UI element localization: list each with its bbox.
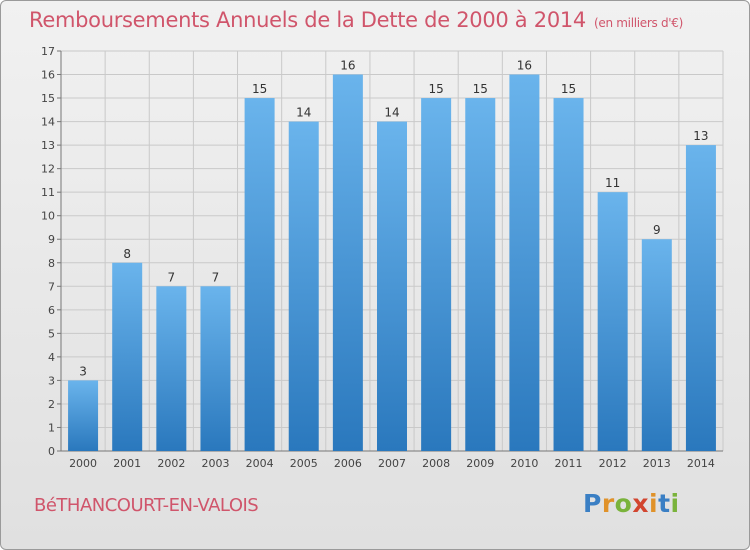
data-label: 15 [561, 82, 576, 96]
y-tick-label: 15 [41, 92, 55, 105]
x-tick-label: 2002 [157, 457, 185, 470]
data-label: 7 [168, 270, 176, 284]
x-tick-label: 2014 [687, 457, 715, 470]
data-label: 8 [123, 247, 131, 261]
x-tick-label: 2000 [69, 457, 97, 470]
logo-letter: t [658, 489, 671, 518]
data-labels: 3 8 7 7 15 14 16 14 15 15 16 15 11 9 13 [79, 59, 708, 379]
bar-2003 [200, 286, 231, 451]
y-tick-label: 0 [48, 445, 55, 458]
logo-letter: x [632, 489, 649, 518]
data-label: 16 [517, 59, 532, 73]
x-tick-label: 2013 [643, 457, 671, 470]
bar-2008 [421, 98, 452, 451]
bar-2000 [68, 380, 99, 451]
x-tick-label: 2001 [113, 457, 141, 470]
y-tick-label: 11 [41, 186, 55, 199]
data-label: 3 [79, 364, 87, 378]
chart-title-unit: (en milliers d'€) [594, 16, 684, 30]
bar-2002 [156, 286, 187, 451]
y-tick-label: 17 [41, 45, 55, 58]
x-tick-label: 2006 [334, 457, 362, 470]
data-label: 16 [340, 59, 355, 73]
y-tick-label: 8 [48, 257, 55, 270]
proxiti-logo: Proxiti [583, 489, 680, 518]
bar-2007 [377, 121, 407, 452]
data-label: 14 [296, 106, 311, 120]
bar-2013 [641, 239, 672, 451]
y-tick-label: 2 [48, 398, 55, 411]
bar-2014 [685, 145, 716, 451]
x-tick-label: 2004 [246, 457, 274, 470]
y-tick-label: 12 [41, 163, 55, 176]
data-label: 14 [384, 106, 399, 120]
y-tick-label: 14 [41, 116, 55, 129]
bar-2012 [597, 192, 628, 452]
y-tick-label: 9 [48, 233, 55, 246]
logo-letter: P [583, 489, 602, 518]
x-tick-label: 2011 [555, 457, 583, 470]
y-tick-label: 3 [48, 374, 55, 387]
logo-letter: r [601, 489, 615, 518]
data-label: 13 [693, 129, 708, 143]
y-tick-label: 13 [41, 139, 55, 152]
logo-letter: i [670, 489, 680, 518]
y-tick-label: 6 [48, 304, 55, 317]
bar-2009 [465, 98, 496, 451]
logo-letter: o [614, 489, 633, 518]
x-tick-label: 2005 [290, 457, 318, 470]
data-label: 7 [212, 270, 220, 284]
commune-name: BéTHANCOURT-EN-VALOIS [34, 495, 259, 516]
chart-title: Remboursements Annuels de la Dette de 20… [29, 8, 683, 32]
logo-letter: i [649, 489, 659, 518]
bars [68, 74, 716, 452]
bar-2005 [288, 121, 319, 452]
data-label: 11 [605, 176, 620, 190]
x-tick-label: 2007 [378, 457, 406, 470]
x-tick-label: 2010 [510, 457, 538, 470]
x-tick-label: 2008 [422, 457, 450, 470]
y-tick-label: 4 [48, 351, 55, 364]
bar-2001 [112, 262, 143, 451]
chart-title-text: Remboursements Annuels de la Dette de 20… [29, 8, 586, 32]
bar-2004 [244, 98, 275, 451]
data-label: 15 [473, 82, 488, 96]
x-tick-label: 2012 [599, 457, 627, 470]
y-tick-label: 5 [48, 327, 55, 340]
bar-2010 [509, 74, 540, 451]
y-tick-label: 16 [41, 69, 55, 82]
data-label: 15 [252, 82, 267, 96]
bar-2011 [553, 98, 584, 451]
data-label: 15 [428, 82, 443, 96]
x-tick-label: 2009 [466, 457, 494, 470]
bar-2006 [332, 74, 363, 451]
y-tick-label: 1 [48, 421, 55, 434]
y-tick-label: 10 [41, 210, 55, 223]
data-label: 9 [653, 223, 661, 237]
x-tick-label: 2003 [201, 457, 229, 470]
y-tick-label: 7 [48, 280, 55, 293]
